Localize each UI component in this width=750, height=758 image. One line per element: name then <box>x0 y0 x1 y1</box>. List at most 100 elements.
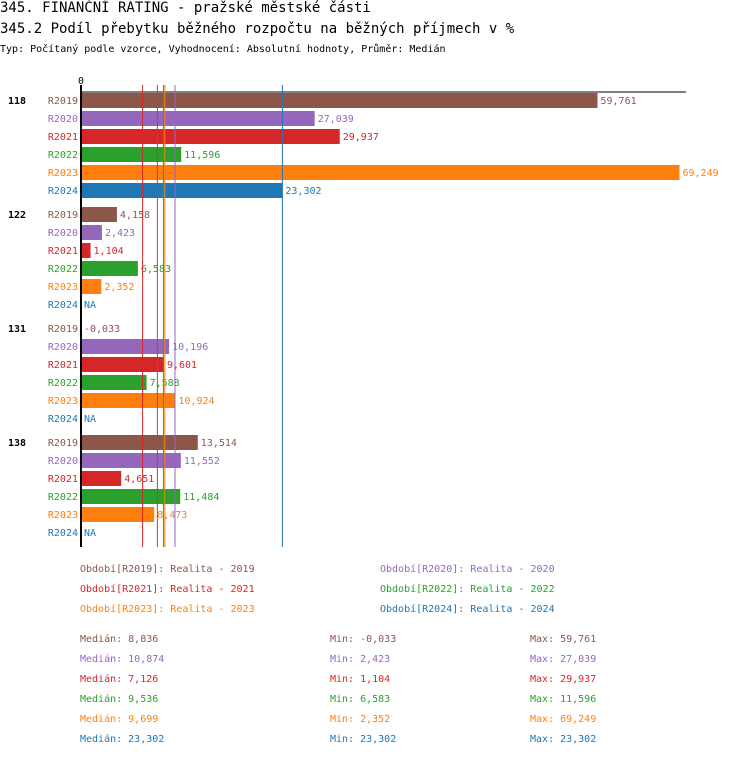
stat-max: Max: 59,761 <box>530 634 597 645</box>
series-label: R2020 <box>48 342 78 353</box>
legend-item: Období[R2024]: Realita - 2024 <box>380 604 555 615</box>
series-label: R2023 <box>48 168 78 179</box>
series-label: R2024 <box>48 414 78 425</box>
series-label: R2022 <box>48 378 78 389</box>
stat-max: Max: 29,937 <box>530 674 597 685</box>
series-label: R2019 <box>48 324 78 335</box>
series-label: R2021 <box>48 360 78 371</box>
x-axis-zero-label: 0 <box>78 76 84 87</box>
data-label: 1,104 <box>94 246 124 257</box>
bar <box>81 243 91 258</box>
stat-median: Medián: 10,874 <box>80 654 165 665</box>
stat-max: Max: 11,596 <box>530 694 597 705</box>
series-label: R2021 <box>48 474 78 485</box>
series-label: R2023 <box>48 510 78 521</box>
bar <box>81 111 315 126</box>
stat-min: Min: 23,302 <box>330 734 397 745</box>
data-label: 2,423 <box>105 228 135 239</box>
data-label: 23,302 <box>285 186 321 197</box>
data-label: 11,484 <box>183 492 219 503</box>
stat-median: Medián: 9,536 <box>80 694 159 705</box>
chart-subtitle: 345.2 Podíl přebytku běžného rozpočtu na… <box>0 21 515 37</box>
chart-type-line: Typ: Počítaný podle vzorce, Vyhodnocení:… <box>0 44 446 55</box>
group-label: 122 <box>8 210 26 221</box>
series-label: R2019 <box>48 210 78 221</box>
stat-min: Min: 2,352 <box>330 714 391 725</box>
group-label: 131 <box>8 324 26 335</box>
legend-item: Období[R2021]: Realita - 2021 <box>80 584 255 595</box>
stat-min: Min: -0,033 <box>330 634 397 645</box>
stat-max: Max: 69,249 <box>530 714 597 725</box>
data-label: 11,552 <box>184 456 220 467</box>
group-label: 118 <box>8 96 26 107</box>
bar <box>81 261 138 276</box>
data-label: 59,761 <box>600 96 636 107</box>
bar <box>81 471 122 486</box>
series-label: R2019 <box>48 438 78 449</box>
bar <box>81 435 198 450</box>
data-label: 10,196 <box>172 342 208 353</box>
legend-item: Období[R2019]: Realita - 2019 <box>80 564 255 575</box>
series-label: R2019 <box>48 96 78 107</box>
data-label: 4,651 <box>124 474 154 485</box>
series-label: R2020 <box>48 114 78 125</box>
legend-item: Období[R2023]: Realita - 2023 <box>80 604 255 615</box>
stat-min: Min: 1,104 <box>330 674 391 685</box>
data-label: 29,937 <box>343 132 379 143</box>
data-label: NA <box>84 528 96 539</box>
data-label: 2,352 <box>104 282 134 293</box>
data-label: 27,039 <box>318 114 354 125</box>
series-label: R2020 <box>48 456 78 467</box>
bar <box>81 129 340 144</box>
data-label: 13,514 <box>201 438 237 449</box>
series-label: R2021 <box>48 246 78 257</box>
bar <box>81 147 182 162</box>
series-label: R2024 <box>48 300 78 311</box>
legend-item: Období[R2022]: Realita - 2022 <box>380 584 555 595</box>
stat-median: Medián: 23,302 <box>80 734 165 745</box>
bar <box>81 489 181 504</box>
legend-item: Období[R2020]: Realita - 2020 <box>380 564 555 575</box>
stat-max: Max: 23,302 <box>530 734 597 745</box>
stat-median: Medián: 7,126 <box>80 674 159 685</box>
series-label: R2022 <box>48 264 78 275</box>
data-label: 6,583 <box>141 264 171 275</box>
series-label: R2022 <box>48 150 78 161</box>
series-label: R2020 <box>48 228 78 239</box>
data-label: NA <box>84 414 96 425</box>
bar <box>81 207 117 222</box>
bar <box>81 279 102 294</box>
bar <box>81 225 102 240</box>
series-label: R2023 <box>48 396 78 407</box>
group-label: 138 <box>8 438 26 449</box>
data-label: 8,473 <box>157 510 187 521</box>
stat-median: Medián: 9,699 <box>80 714 159 725</box>
stat-max: Max: 27,039 <box>530 654 597 665</box>
data-label: 69,249 <box>683 168 719 179</box>
page-title: 345. FINANČNÍ RATING - pražské městské č… <box>0 0 371 16</box>
bar <box>81 339 170 354</box>
data-label: 11,596 <box>184 150 220 161</box>
stat-median: Medián: 8,836 <box>80 634 159 645</box>
bar <box>81 393 176 408</box>
series-label: R2022 <box>48 492 78 503</box>
data-label: -0,033 <box>84 324 120 335</box>
bar <box>81 357 164 372</box>
stat-min: Min: 2,423 <box>330 654 391 665</box>
bar <box>81 165 680 180</box>
bar <box>81 507 155 522</box>
data-label: NA <box>84 300 96 311</box>
series-label: R2023 <box>48 282 78 293</box>
series-label: R2024 <box>48 528 78 539</box>
data-label: 4,158 <box>120 210 150 221</box>
data-label: 10,924 <box>178 396 214 407</box>
bar <box>81 375 147 390</box>
data-label: 9,601 <box>167 360 197 371</box>
bar <box>81 93 598 108</box>
bar-chart: 0 118 R2019 59,761 R2020 27,039 R2021 29,937 R20… <box>8 76 719 547</box>
series-label: R2021 <box>48 132 78 143</box>
bar <box>81 183 283 198</box>
bar <box>81 453 181 468</box>
stat-min: Min: 6,583 <box>330 694 391 705</box>
series-label: R2024 <box>48 186 78 197</box>
